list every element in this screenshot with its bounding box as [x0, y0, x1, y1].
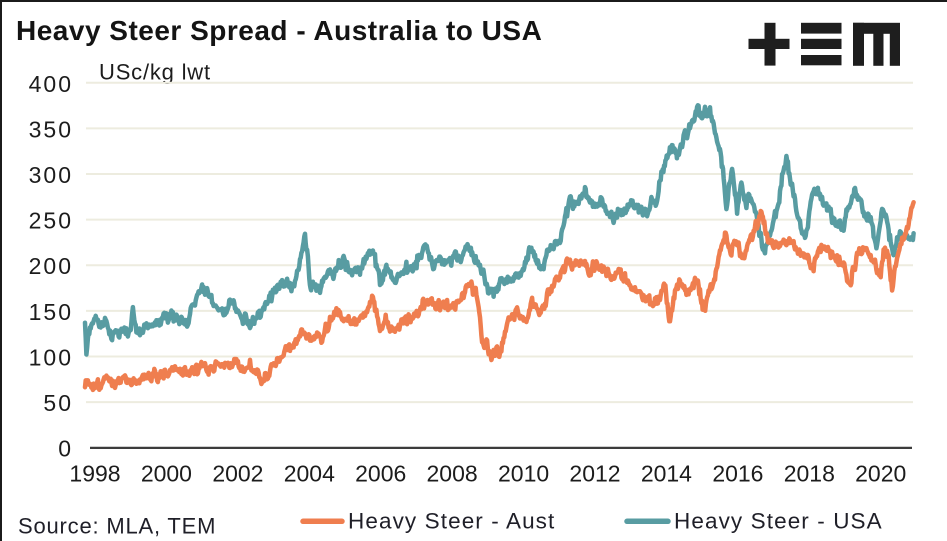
- svg-text:2014: 2014: [641, 461, 692, 487]
- svg-text:Heavy Steer - Aust: Heavy Steer - Aust: [348, 509, 555, 534]
- svg-text:100: 100: [29, 345, 73, 371]
- svg-text:300: 300: [29, 162, 73, 188]
- svg-text:1998: 1998: [69, 461, 120, 487]
- svg-text:250: 250: [29, 208, 73, 234]
- svg-text:2006: 2006: [355, 461, 406, 487]
- svg-text:350: 350: [29, 116, 73, 142]
- svg-text:2008: 2008: [427, 461, 478, 487]
- svg-text:Source: MLA, TEM: Source: MLA, TEM: [18, 514, 216, 539]
- svg-text:0: 0: [58, 436, 73, 462]
- svg-text:200: 200: [29, 253, 73, 279]
- svg-text:400: 400: [29, 71, 73, 97]
- svg-text:2010: 2010: [498, 461, 549, 487]
- svg-text:2004: 2004: [284, 461, 335, 487]
- svg-text:2012: 2012: [569, 461, 620, 487]
- svg-text:2020: 2020: [855, 461, 906, 487]
- svg-text:Heavy Steer Spread - Australia: Heavy Steer Spread - Australia to USA: [16, 15, 542, 46]
- svg-text:2000: 2000: [141, 461, 192, 487]
- svg-text:2002: 2002: [212, 461, 263, 487]
- svg-text:2018: 2018: [784, 461, 835, 487]
- svg-text:Heavy Steer - USA: Heavy Steer - USA: [674, 509, 883, 534]
- svg-text:50: 50: [43, 390, 73, 416]
- svg-text:USc/kg lwt: USc/kg lwt: [99, 60, 211, 85]
- svg-text:150: 150: [29, 299, 73, 325]
- svg-text:2016: 2016: [712, 461, 763, 487]
